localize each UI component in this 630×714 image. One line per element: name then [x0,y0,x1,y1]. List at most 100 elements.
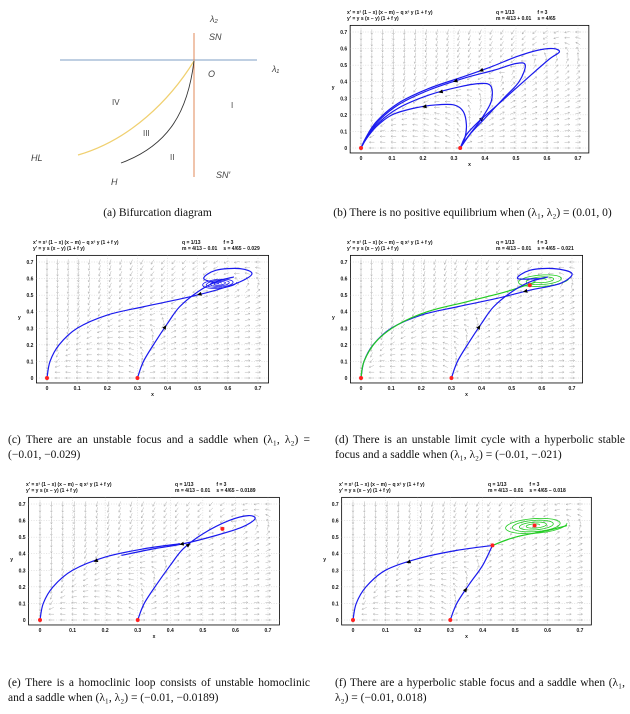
vector-field-arrow [575,100,581,103]
vector-field-arrow [152,582,156,588]
vector-field-arrow [351,524,355,531]
vector-field-arrow [408,553,412,559]
vector-field-arrow [97,324,103,328]
vector-field-arrow [434,88,440,92]
vector-field-arrow [98,300,102,306]
vector-field-arrow [474,359,480,362]
vector-field-arrow [106,518,110,525]
vector-field-arrow [509,548,515,552]
vector-field-arrow [391,265,394,271]
vector-field-arrow [171,376,177,380]
vector-field-arrow [475,618,481,622]
vector-field-arrow [117,359,124,362]
vector-field-arrow [370,29,374,36]
vector-field-arrow [95,507,98,513]
vector-field-arrow [196,595,203,598]
vector-field-arrow [266,530,270,536]
vector-field-arrow [566,578,572,581]
vector-field-arrow [510,59,516,63]
vector-field-arrow [392,64,395,70]
vector-field-arrow [385,530,389,537]
vector-field-arrow [255,306,261,310]
vector-field-arrow [569,347,576,351]
vector-field-arrow [554,548,561,552]
vector-field-arrow [467,99,472,104]
vector-field-arrow [527,341,533,345]
vector-field-arrow [390,140,397,144]
vector-field-arrow [497,595,504,598]
vector-field-arrow [389,359,396,362]
vector-field-arrow [150,283,155,288]
vector-field-arrow [149,364,156,368]
vector-field-arrow [485,335,491,339]
vector-field-arrow [419,548,423,553]
vector-field-arrow [38,588,42,595]
vector-field-arrow [566,618,572,622]
vector-field-arrow [208,601,215,604]
vector-field-arrow [543,560,549,564]
vector-field-arrow [242,548,248,552]
vector-field-arrow [56,299,59,306]
vector-field-arrow [396,559,400,565]
homoclinic-curve-hl [77,60,195,156]
vector-field-arrow [477,129,484,133]
vector-field-arrow [489,58,494,64]
vector-field-arrow [527,318,533,322]
vector-field-arrow [141,599,144,606]
vector-field-arrow [543,595,549,598]
vector-field-arrow [548,347,554,351]
vector-field-arrow [389,370,396,374]
vector-field-arrow [139,376,145,380]
vector-field-arrow [424,29,428,35]
vector-field-arrow [72,524,76,531]
vector-field-arrow [434,129,440,132]
vector-field-arrow [569,341,575,345]
vector-field-arrow [487,530,492,536]
vector-field-arrow [498,513,503,518]
vector-field-arrow [401,288,405,294]
vector-field-arrow [150,328,155,334]
vector-field-arrow [477,140,484,144]
vector-field-arrow [510,129,516,132]
vector-field-arrow [202,330,209,333]
vector-field-arrow [433,294,437,300]
vector-field-arrow [196,607,203,610]
vector-field-arrow [185,577,192,581]
equilibrium-point [45,376,49,380]
vector-field-arrow [192,260,197,265]
vector-field-arrow [496,265,500,271]
vector-field-arrow [531,589,538,593]
vector-field-arrow [359,317,363,324]
vector-field-arrow [397,512,400,519]
x-axis-label: x [465,392,468,398]
vector-field-arrow [453,524,457,530]
vector-field-arrow [129,282,134,288]
vector-field-arrow [554,601,561,604]
vector-field-arrow [558,347,565,351]
vector-field-arrow [565,514,572,517]
vector-field-arrow [423,112,429,115]
vector-field-arrow [38,542,42,548]
vector-field-arrow [478,35,482,41]
vector-field-arrow [61,507,64,513]
vector-field-arrow [559,301,565,304]
vector-field-arrow [554,514,560,517]
direction-arrow-icon [476,325,481,330]
vector-field-arrow [93,612,100,616]
vector-field-arrow [431,324,438,328]
vector-field-arrow [56,346,59,352]
vector-field-arrow [441,554,447,558]
vector-field-arrow [385,559,389,565]
vector-field-arrow [374,571,377,577]
vector-field-arrow [231,601,237,604]
vector-field-arrow [521,146,527,150]
vector-field-arrow [521,117,527,120]
vector-field-arrow [486,577,492,581]
vector-field-arrow [266,518,270,524]
parameter-value: m = 4/13 − 0.01 [496,246,532,252]
vector-field-arrow [208,566,214,569]
vector-field-arrow [161,323,165,329]
vector-field-arrow [129,536,133,542]
vector-field-arrow [495,347,502,350]
vector-field-arrow [576,46,580,52]
